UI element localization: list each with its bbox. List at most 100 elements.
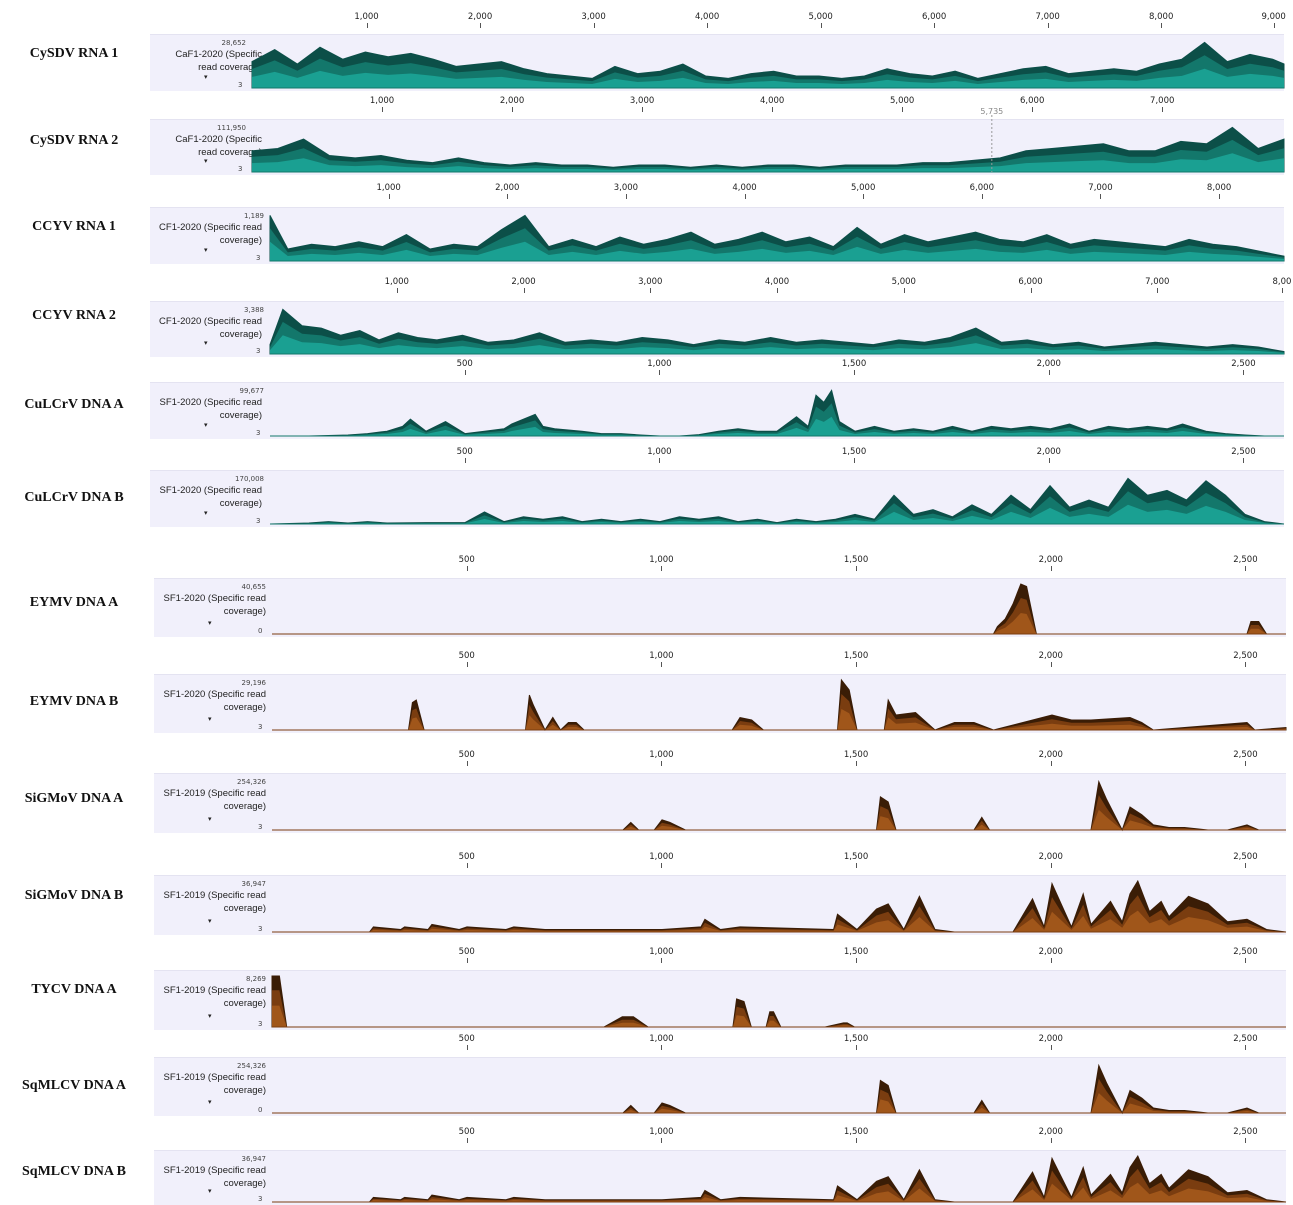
- y-max-label: 8,269: [245, 975, 266, 983]
- x-tick-mark: [854, 458, 856, 463]
- x-tick-mark: [863, 194, 865, 199]
- coverage-area-chart: [272, 1063, 1286, 1115]
- x-tick-mark: [382, 107, 384, 112]
- y-min-label: 3: [256, 347, 261, 355]
- dropdown-caret-icon[interactable]: ▾: [208, 918, 212, 925]
- x-tick-label: 2,500: [1233, 1127, 1258, 1137]
- x-tick-label: 2,000: [1038, 947, 1063, 957]
- dropdown-caret-icon[interactable]: ▾: [204, 422, 208, 429]
- x-tick-mark: [366, 23, 368, 28]
- x-tick-label: 7,000: [1088, 183, 1113, 193]
- sample-label-line: CaF1-2020 (Specific: [175, 49, 262, 60]
- x-tick-label: 2,000: [511, 277, 536, 287]
- x-tick-mark: [1048, 370, 1050, 375]
- y-min-label: 0: [258, 1106, 263, 1114]
- x-tick-mark: [903, 288, 905, 293]
- x-tick-label: 4,000: [759, 96, 785, 106]
- x-tick-label: 2,500: [1233, 750, 1258, 760]
- sample-label-line: coverage): [223, 701, 266, 713]
- y-min-label: 3: [256, 517, 261, 525]
- x-tick-mark: [466, 958, 468, 963]
- x-tick-label: 500: [458, 947, 475, 957]
- dropdown-caret-icon[interactable]: ▾: [204, 158, 208, 165]
- virus-name: SqMLCV DNA A: [22, 1078, 126, 1093]
- sample-label-line: read coverage): [198, 61, 262, 73]
- x-tick-label: 7,000: [1150, 96, 1175, 106]
- x-tick-label: 4,000: [732, 183, 757, 193]
- track-panel: SF1-2020 (Specific read coverage) 99,677 3 ▾: [150, 382, 1284, 439]
- x-tick-label: 500: [458, 555, 475, 565]
- virus-name: CySDV RNA 2: [29, 133, 119, 148]
- virus-name: SiGMoV DNA B: [24, 888, 124, 903]
- x-tick-mark: [934, 23, 936, 28]
- x-tick-mark: [464, 370, 466, 375]
- x-tick-mark: [659, 458, 661, 463]
- coverage-area-chart: [272, 583, 1286, 635]
- virus-name: SiGMoV DNA A: [24, 791, 124, 806]
- x-tick-mark: [466, 1045, 468, 1050]
- y-max-label: 254,326: [237, 778, 266, 786]
- x-tick-label: 3,000: [638, 277, 663, 287]
- sample-label-line: SF1-2020 (Specific read: [163, 689, 266, 700]
- x-tick-mark: [1273, 23, 1275, 28]
- dropdown-caret-icon[interactable]: ▾: [204, 340, 208, 347]
- virus-name: CySDV RNA 1: [29, 46, 119, 61]
- coverage-area-chart: [272, 879, 1287, 933]
- sample-label-line: SF1-2020 (Specific read: [159, 397, 262, 408]
- x-tick-label: 500: [458, 1034, 475, 1044]
- x-tick-label: 6,000: [1018, 277, 1043, 287]
- x-tick-mark: [1050, 1138, 1052, 1143]
- x-tick-mark: [856, 761, 858, 766]
- dropdown-caret-icon[interactable]: ▾: [208, 1099, 212, 1106]
- x-tick-label: 1,000: [649, 750, 674, 760]
- dropdown-caret-icon[interactable]: ▾: [204, 510, 208, 517]
- dropdown-caret-icon[interactable]: ▾: [208, 620, 212, 627]
- x-tick-mark: [507, 194, 509, 199]
- x-tick-label: 2,000: [1038, 852, 1063, 862]
- x-tick-mark: [1162, 107, 1164, 112]
- sample-label: SF1-2019 (Specific read coverage): [154, 1165, 266, 1190]
- dropdown-caret-icon[interactable]: ▾: [208, 1013, 212, 1020]
- x-tick-label: 2,000: [1038, 651, 1063, 661]
- x-tick-mark: [1243, 458, 1245, 463]
- x-tick-mark: [1157, 288, 1159, 293]
- x-tick-label: 2,500: [1233, 555, 1258, 565]
- x-tick-mark: [1050, 958, 1052, 963]
- x-tick-label: 1,500: [843, 1127, 869, 1137]
- x-tick-label: 1,000: [647, 359, 672, 369]
- x-tick-label: 2,500: [1231, 359, 1256, 369]
- x-tick-label: 2,000: [1038, 750, 1063, 760]
- sample-label-line: SF1-2020 (Specific read: [163, 593, 266, 604]
- x-tick-mark: [523, 288, 525, 293]
- x-tick-mark: [1050, 1045, 1052, 1050]
- y-max-label: 29,196: [241, 679, 267, 687]
- x-tick-label: 4,000: [694, 12, 720, 22]
- y-min-label: 3: [258, 823, 263, 831]
- x-tick-mark: [856, 566, 858, 571]
- x-tick-label: 2,000: [1036, 359, 1061, 369]
- dropdown-caret-icon[interactable]: ▾: [208, 816, 212, 823]
- dropdown-caret-icon[interactable]: ▾: [208, 1188, 212, 1195]
- x-tick-label: 1,000: [649, 555, 674, 565]
- coverage-layer-3: [272, 613, 1286, 634]
- x-tick-mark: [1245, 566, 1247, 571]
- x-tick-label: 500: [458, 1127, 475, 1137]
- x-tick-label: 1,000: [649, 1034, 674, 1044]
- x-tick-mark: [777, 288, 778, 293]
- x-tick-label: 3,000: [629, 96, 655, 106]
- dropdown-caret-icon[interactable]: ▾: [204, 247, 208, 254]
- coverage-layer-2: [272, 598, 1286, 634]
- y-min-label: 3: [258, 1020, 263, 1028]
- x-tick-label: 1,500: [843, 651, 869, 661]
- x-tick-label: 1,000: [649, 852, 674, 862]
- dropdown-caret-icon[interactable]: ▾: [208, 716, 212, 723]
- sample-label: SF1-2019 (Specific read coverage): [154, 1072, 266, 1097]
- sample-label-line: SF1-2019 (Specific read: [163, 890, 266, 901]
- sample-label-line: coverage): [223, 997, 266, 1009]
- x-tick-mark: [744, 194, 746, 199]
- dropdown-caret-icon[interactable]: ▾: [204, 74, 208, 81]
- y-max-label: 170,008: [235, 475, 264, 483]
- y-min-label: 3: [256, 254, 261, 262]
- x-tick-mark: [661, 662, 663, 667]
- sample-label-line: SF1-2019 (Specific read: [163, 788, 266, 799]
